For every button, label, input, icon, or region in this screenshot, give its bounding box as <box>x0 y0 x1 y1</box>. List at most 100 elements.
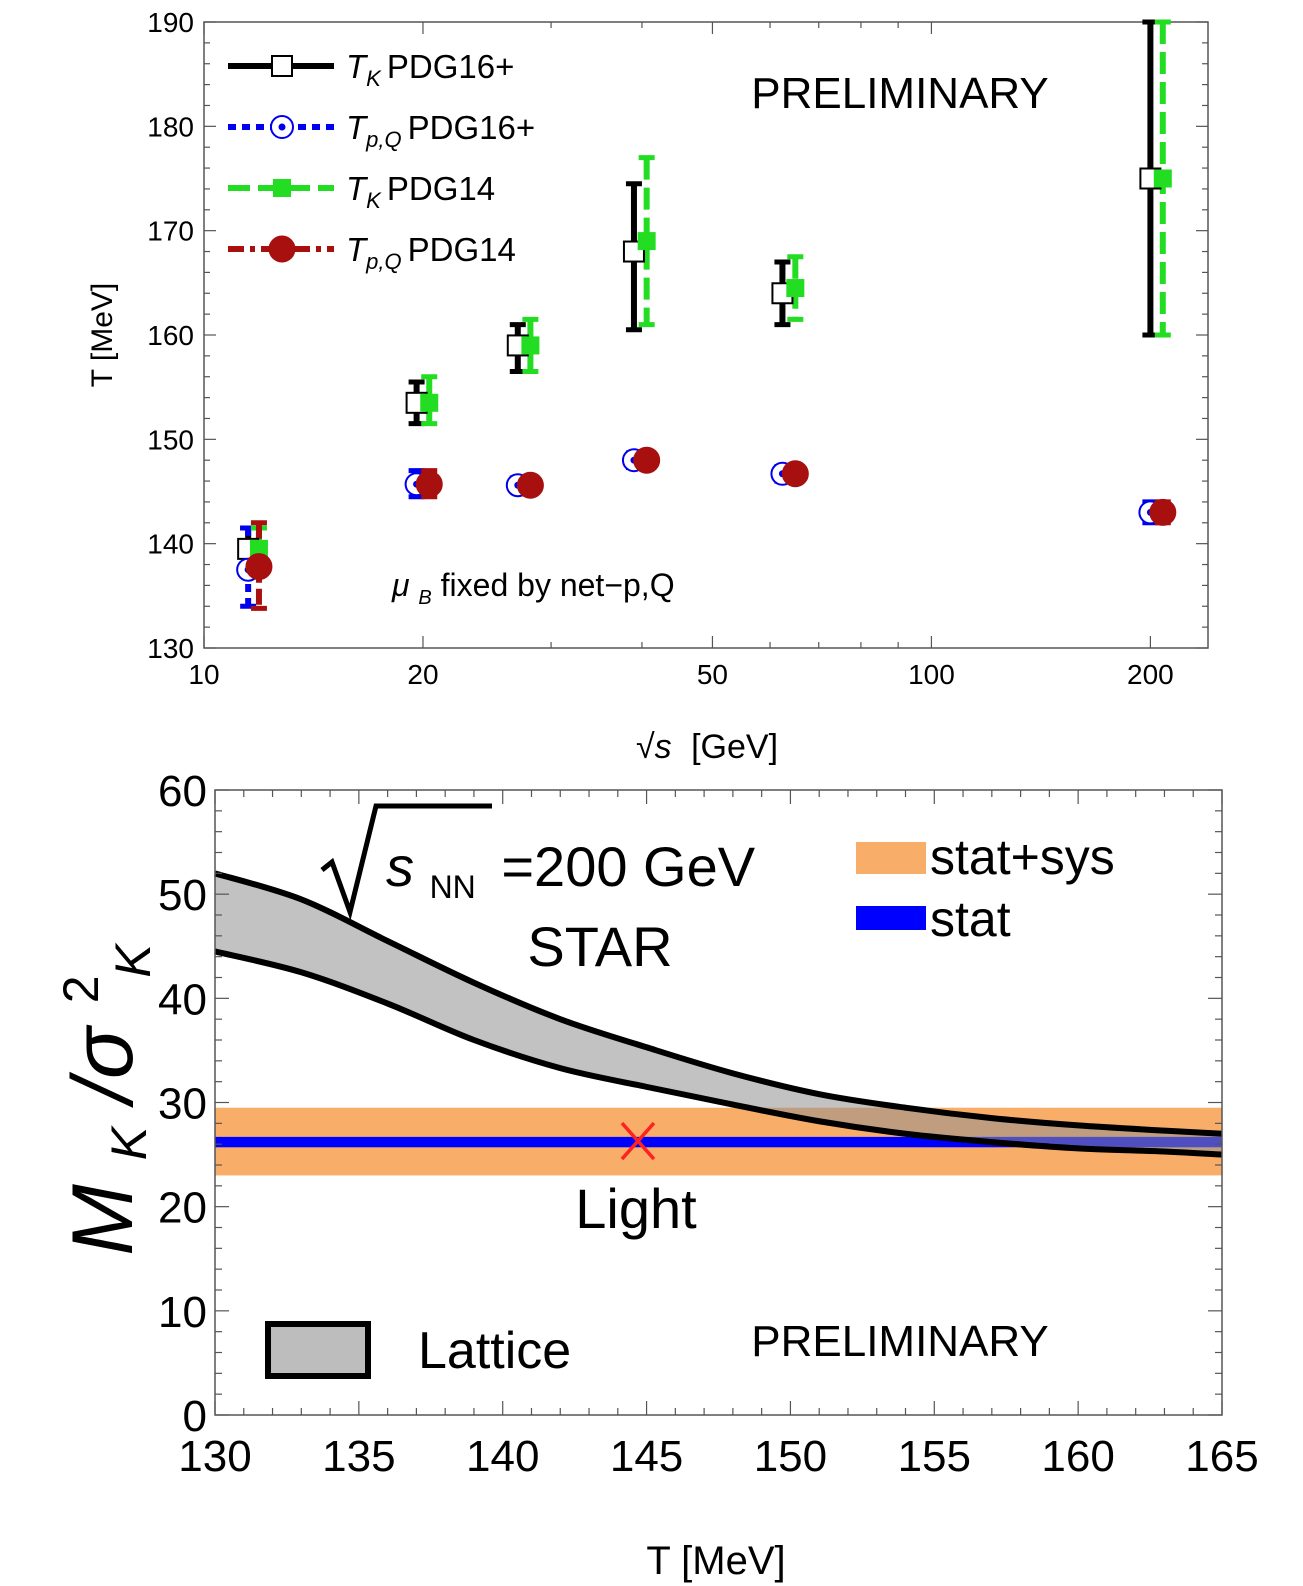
energy-s: s <box>386 835 414 898</box>
bottom-y-tick-label: 40 <box>158 975 207 1024</box>
legend-entry-2: TK PDG14 <box>228 170 495 213</box>
top-preliminary-label: PRELIMINARY <box>751 69 1049 118</box>
bottom-x-axis-label: T [MeV] <box>646 1539 785 1583</box>
y-label-sigma-sub: K <box>105 942 161 978</box>
legend-label-stat: stat <box>930 891 1011 947</box>
top-data-marks <box>236 19 1177 611</box>
mu-symbol: μ <box>391 567 410 603</box>
bottom-x-tick-label: 150 <box>754 1432 827 1481</box>
data-point <box>245 553 273 581</box>
series-markers-3 <box>245 446 1177 581</box>
series-markers-0 <box>237 167 1162 560</box>
top-y-tick-label: 140 <box>147 529 194 560</box>
series-markers-1 <box>236 448 1163 582</box>
top-y-tick-label: 170 <box>147 216 194 247</box>
bottom-x-tick-label: 135 <box>322 1432 395 1481</box>
x-marker-stroke <box>620 1121 656 1161</box>
data-point <box>637 232 656 251</box>
mu-note-text: fixed by net−p,Q <box>441 567 675 603</box>
legend-label-lattice: Lattice <box>418 1322 571 1380</box>
top-x-tick-label: 50 <box>697 659 728 690</box>
legend-sym: T <box>346 170 369 207</box>
y-label-slash-sigma: /σ <box>55 1024 151 1108</box>
bottom-x-tick-labels: 130 135 140 145 150 155 160 165 <box>178 1432 1258 1481</box>
bottom-x-tick-label: 160 <box>1041 1432 1114 1481</box>
legend-swatch-lattice <box>265 1321 371 1379</box>
bottom-x-tick-label: 155 <box>898 1432 971 1481</box>
data-point <box>781 460 809 488</box>
top-x-tick-label: 20 <box>407 659 438 690</box>
series-3 <box>250 450 1171 611</box>
legend-entry-stat-sys: stat+sys <box>856 829 1115 885</box>
mu-subscript: B <box>418 587 431 609</box>
energy-label: s NN =200 GeV <box>320 803 756 921</box>
legend-sub: K <box>366 188 382 213</box>
series-markers-2 <box>249 169 1172 558</box>
top-y-axis-label: T [MeV] <box>86 283 119 387</box>
legend-sub: p,Q <box>365 127 401 152</box>
bottom-y-tick-label: 30 <box>158 1080 207 1129</box>
top-y-tick-labels: 130 140 150 160 170 180 190 <box>147 7 194 664</box>
y-label-sup: 2 <box>53 975 109 1003</box>
legend-label: Tp,Q PDG14 <box>346 231 516 274</box>
bottom-x-tick-label: 140 <box>466 1432 539 1481</box>
temperature-vs-energy-chart: 130 140 150 160 170 180 190 10 20 50 100 200 T [Me… <box>86 7 1209 766</box>
energy-nn: NN <box>430 869 476 905</box>
band-stat <box>215 1136 1222 1148</box>
data-point <box>420 393 439 412</box>
sqrt-symbol <box>320 803 492 921</box>
lattice-band <box>214 870 1223 1158</box>
data-point <box>1149 498 1177 526</box>
legend-name: PDG16+ <box>387 48 515 85</box>
legend-entry-3: Tp,Q PDG14 <box>228 231 516 274</box>
series-1 <box>240 450 1159 609</box>
legend-sym: T <box>346 48 369 85</box>
legend-marker <box>273 179 291 197</box>
legend-label: Tp,Q PDG16+ <box>346 109 535 152</box>
data-point <box>521 336 540 355</box>
bottom-y-tick-label: 0 <box>183 1392 207 1441</box>
top-x-axis-label: √s [GeV] <box>636 728 778 766</box>
data-point <box>415 470 443 498</box>
data-point <box>633 446 661 474</box>
top-x-axis-sqrt-s: √s <box>636 728 672 766</box>
top-y-tick-label: 160 <box>147 320 194 351</box>
legend-marker <box>268 235 296 263</box>
bottom-plot-frame <box>214 789 1223 1416</box>
legend-sub: p,Q <box>365 249 401 274</box>
bottom-preliminary-label: PRELIMINARY <box>751 1317 1049 1366</box>
top-mu-b-note: μ B fixed by net−p,Q <box>391 567 675 611</box>
bottom-y-tick-label: 50 <box>158 871 207 920</box>
top-y-tick-label: 190 <box>147 7 194 38</box>
legend-sym: T <box>346 231 369 268</box>
top-y-tick-label: 150 <box>147 424 194 455</box>
bottom-legend: stat+sys stat Lattice <box>265 829 1115 1380</box>
svg-text:s NN =200 GeV: s NN =200 GeV <box>386 835 756 910</box>
legend-label: TK PDG16+ <box>346 48 514 91</box>
legend-sub: K <box>366 66 382 91</box>
bottom-y-tick-label: 60 <box>158 767 207 816</box>
legend-sym: T <box>346 109 369 146</box>
data-point <box>1153 169 1172 188</box>
top-plot-frame <box>203 21 1209 649</box>
legend-label-stat-sys: stat+sys <box>930 829 1115 885</box>
bottom-marker <box>620 1121 656 1161</box>
bottom-y-axis-label: M K /σ 2 K <box>21 942 165 1256</box>
top-x-tick-label: 10 <box>188 659 219 690</box>
legend-marker <box>271 55 293 77</box>
legend-name: PDG16+ <box>408 109 536 146</box>
top-y-tick-label: 180 <box>147 111 194 142</box>
star-label: STAR <box>527 915 672 978</box>
bottom-x-tick-label: 130 <box>178 1432 251 1481</box>
top-x-axis-unit: [GeV] <box>691 728 778 766</box>
lattice-upper-edge <box>214 870 1223 1137</box>
ratio-vs-temperature-chart: 0 10 20 30 40 50 60 130 135 140 145 150 155 160 165 M… <box>21 767 1259 1583</box>
data-point <box>516 471 544 499</box>
bottom-y-tick-label: 10 <box>158 1288 207 1337</box>
top-x-tick-label: 100 <box>908 659 955 690</box>
legend-marker-dot <box>278 123 286 131</box>
y-label-m: M <box>55 1184 151 1256</box>
legend-swatch-stat <box>856 906 926 930</box>
